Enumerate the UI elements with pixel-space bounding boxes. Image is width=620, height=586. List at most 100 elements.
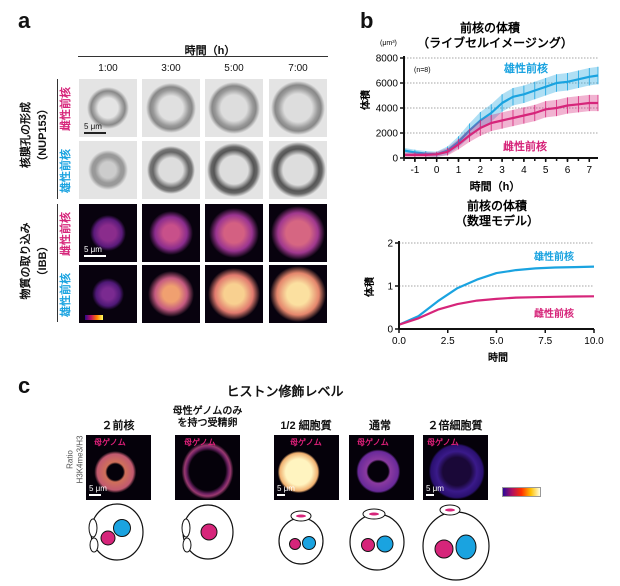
ibb-male-1h: [79, 265, 137, 323]
col-label-normal: 通常: [369, 420, 391, 432]
ibb-male-7h: [269, 265, 327, 323]
female-pronucleus: [361, 538, 375, 552]
group2-bracket: [57, 204, 58, 322]
chart1-xlabel: 時間（h）: [470, 179, 521, 193]
ibb-female-1h: [79, 204, 137, 262]
chart2-legend-male: 雄性前核: [533, 250, 574, 263]
diagram-normal: [349, 508, 405, 571]
series-line-female: [398, 295, 595, 326]
error-band-female: [404, 94, 598, 158]
chart-model: 前核の体積 （数理モデル） 体積 時間 雄性前核 雌性前核 0 1 2 0.0 2.5 5…: [363, 198, 604, 364]
time-label-3: 3:00: [161, 63, 181, 74]
genome-label-1: 母ゲノム: [94, 438, 126, 447]
chart2-ylabel: 体積: [363, 276, 376, 297]
x-tick-label: 7: [586, 165, 592, 176]
histone-image-double-cytoplasm: [423, 435, 488, 500]
histone-image-two-pronuclei: [86, 435, 151, 500]
genome-label-2: 母ゲノム: [184, 438, 216, 447]
diagram-two-pronuclei: [88, 503, 144, 561]
panel-b-letter: b: [360, 8, 374, 33]
female-pronucleus: [200, 523, 218, 541]
nup153-female-3h: [142, 79, 200, 137]
scale-bar-c5: 5 μm: [426, 484, 444, 496]
panel-c-letter: c: [18, 373, 31, 398]
chart2-title: 前核の体積: [467, 198, 528, 213]
col-label-double-cytoplasm: ２倍細胞質: [427, 420, 483, 432]
genome-label-5: 母ゲノム: [427, 438, 459, 447]
x-tick-label: 3: [499, 165, 505, 176]
ibb-male-5h: [205, 265, 263, 323]
series-line-male: [398, 265, 595, 326]
y-tick-label: 0: [392, 154, 398, 165]
y-tick-label: 4000: [376, 104, 399, 115]
nup153-male-3h: [142, 141, 200, 199]
female-pronucleus: [100, 530, 116, 546]
panel-c-title: ヒストン修飾レベル: [226, 384, 344, 399]
panel-a-letter: a: [18, 8, 31, 33]
error-band-male: [404, 66, 598, 157]
col-label-line1: 母性ゲノムのみ: [172, 406, 243, 417]
x-tick-label: 10.0: [584, 336, 604, 347]
time-label-7: 7:00: [288, 63, 308, 74]
histone-image-maternal-only: [175, 435, 240, 500]
scale-bar-c3: 5 μm: [277, 484, 295, 496]
chart1-title: 前核の体積: [460, 20, 521, 35]
series-line-female: [404, 101, 598, 156]
chart1-unit: (μm³): [380, 40, 397, 47]
time-label-5: 5:00: [224, 63, 244, 74]
genome-label-3: 母ゲノム: [290, 438, 322, 447]
y-tick-label: 2000: [376, 129, 399, 140]
colorbar-a: [85, 315, 103, 320]
scale-bar-label: 5 μm: [426, 484, 444, 493]
nup153-female-5h: [205, 79, 263, 137]
male-pronucleus: [113, 519, 131, 537]
scale-bar-label: 5 μm: [89, 484, 107, 493]
histone-image-half-cytoplasm: [274, 435, 339, 500]
ibb-female-3h: [142, 204, 200, 262]
chart-live-imaging: 前核の体積 （ライブセルイメージング） (μm³) (n=8) 体積 時間（h）…: [359, 20, 599, 193]
scale-bar-a1: 5 μm: [84, 122, 106, 134]
chart1-subtitle: （ライブセルイメージング）: [417, 35, 573, 50]
x-tick-label: 7.5: [538, 336, 552, 347]
col-label-line2: を持つ受精卵: [177, 418, 238, 429]
diagram-maternal-only: [181, 504, 234, 560]
genome-label-4: 母ゲノム: [357, 438, 389, 447]
ratio-label: Ratio: [65, 450, 75, 469]
nup153-male-1h: [79, 141, 137, 199]
x-tick-label: 4: [521, 165, 527, 176]
x-tick-label: 0.0: [392, 336, 406, 347]
x-tick-label: 6: [565, 165, 571, 176]
scale-bar-label: 5 μm: [84, 122, 102, 131]
female-pronucleus: [434, 539, 454, 559]
chart2-subtitle: （数理モデル）: [455, 213, 539, 228]
scale-bar-c1: 5 μm: [89, 484, 107, 496]
female-pronucleus: [289, 538, 301, 550]
group1-bracket: [57, 79, 58, 199]
male-pronucleus: [455, 534, 477, 560]
x-tick-label: 2: [478, 165, 484, 176]
y-tick-label: 6000: [376, 79, 399, 90]
nup153-male-5h: [205, 141, 263, 199]
time-header-rule: [78, 56, 328, 57]
col-label-two-pronuclei: ２前核: [101, 420, 135, 432]
chart1-legend-male: 雄性前核: [503, 61, 548, 75]
ibb-female-5h: [205, 204, 263, 262]
ibb-male-3h: [142, 265, 200, 323]
y-tick-label: 2: [387, 239, 393, 250]
x-tick-label: -1: [410, 165, 419, 176]
ibb-female-7h: [269, 204, 327, 262]
scale-bar-label: 5 μm: [277, 484, 295, 493]
ratio-sublabel: H3K4me3/H3: [75, 435, 85, 484]
x-tick-label: 5.0: [490, 336, 504, 347]
y-tick-label: 1: [387, 282, 393, 293]
chart1-annotation: (n=8): [414, 67, 431, 74]
time-header: 時間（h）: [184, 45, 236, 57]
x-tick-label: 2.5: [441, 336, 455, 347]
male-pronucleus: [302, 536, 316, 550]
diagram-half-cytoplasm: [278, 510, 324, 565]
scale-bar-label: 5 μm: [84, 245, 102, 254]
colorbar-c: [502, 487, 541, 497]
chart2-legend-female: 雌性前核: [534, 307, 574, 320]
scale-bar-a3: 5 μm: [84, 245, 106, 257]
nup153-female-1h: [79, 79, 137, 137]
